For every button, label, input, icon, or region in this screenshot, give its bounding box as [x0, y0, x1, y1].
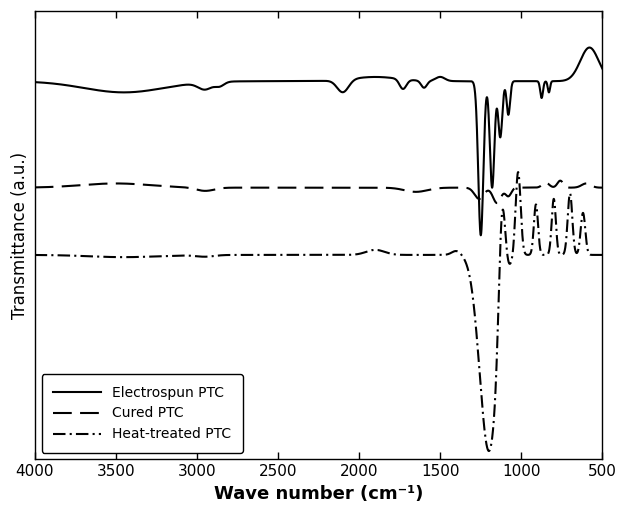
Heat-treated PTC: [582, 226, 589, 232]
Cured PTC: [556, 177, 564, 183]
Cured PTC: [274, 185, 281, 191]
Heat-treated PTC: [274, 252, 281, 258]
Cured PTC: [301, 185, 308, 191]
Electrospun PTC: [274, 78, 281, 84]
Electrospun PTC: [582, 48, 589, 54]
X-axis label: Wave number (cm⁻¹): Wave number (cm⁻¹): [214, 485, 423, 503]
Heat-treated PTC: [443, 251, 451, 258]
Cured PTC: [493, 200, 501, 206]
Cured PTC: [269, 185, 277, 191]
Heat-treated PTC: [485, 448, 492, 454]
Cured PTC: [582, 180, 589, 187]
Heat-treated PTC: [514, 169, 522, 175]
Legend: Electrospun PTC, Cured PTC, Heat-treated PTC: Electrospun PTC, Cured PTC, Heat-treated…: [41, 374, 242, 452]
Line: Heat-treated PTC: Heat-treated PTC: [35, 172, 602, 451]
Electrospun PTC: [477, 232, 485, 238]
Cured PTC: [443, 185, 451, 191]
Line: Electrospun PTC: Electrospun PTC: [35, 47, 602, 235]
Y-axis label: Transmittance (a.u.): Transmittance (a.u.): [11, 152, 29, 319]
Cured PTC: [598, 185, 606, 191]
Electrospun PTC: [586, 44, 593, 50]
Heat-treated PTC: [553, 235, 561, 242]
Electrospun PTC: [301, 78, 308, 84]
Electrospun PTC: [598, 66, 606, 72]
Heat-treated PTC: [301, 252, 308, 258]
Line: Cured PTC: Cured PTC: [35, 180, 602, 203]
Electrospun PTC: [31, 79, 38, 85]
Electrospun PTC: [553, 78, 561, 84]
Heat-treated PTC: [598, 252, 606, 258]
Cured PTC: [553, 181, 561, 187]
Heat-treated PTC: [31, 252, 38, 258]
Heat-treated PTC: [269, 252, 277, 258]
Electrospun PTC: [269, 78, 277, 84]
Cured PTC: [31, 185, 38, 191]
Electrospun PTC: [443, 77, 451, 83]
